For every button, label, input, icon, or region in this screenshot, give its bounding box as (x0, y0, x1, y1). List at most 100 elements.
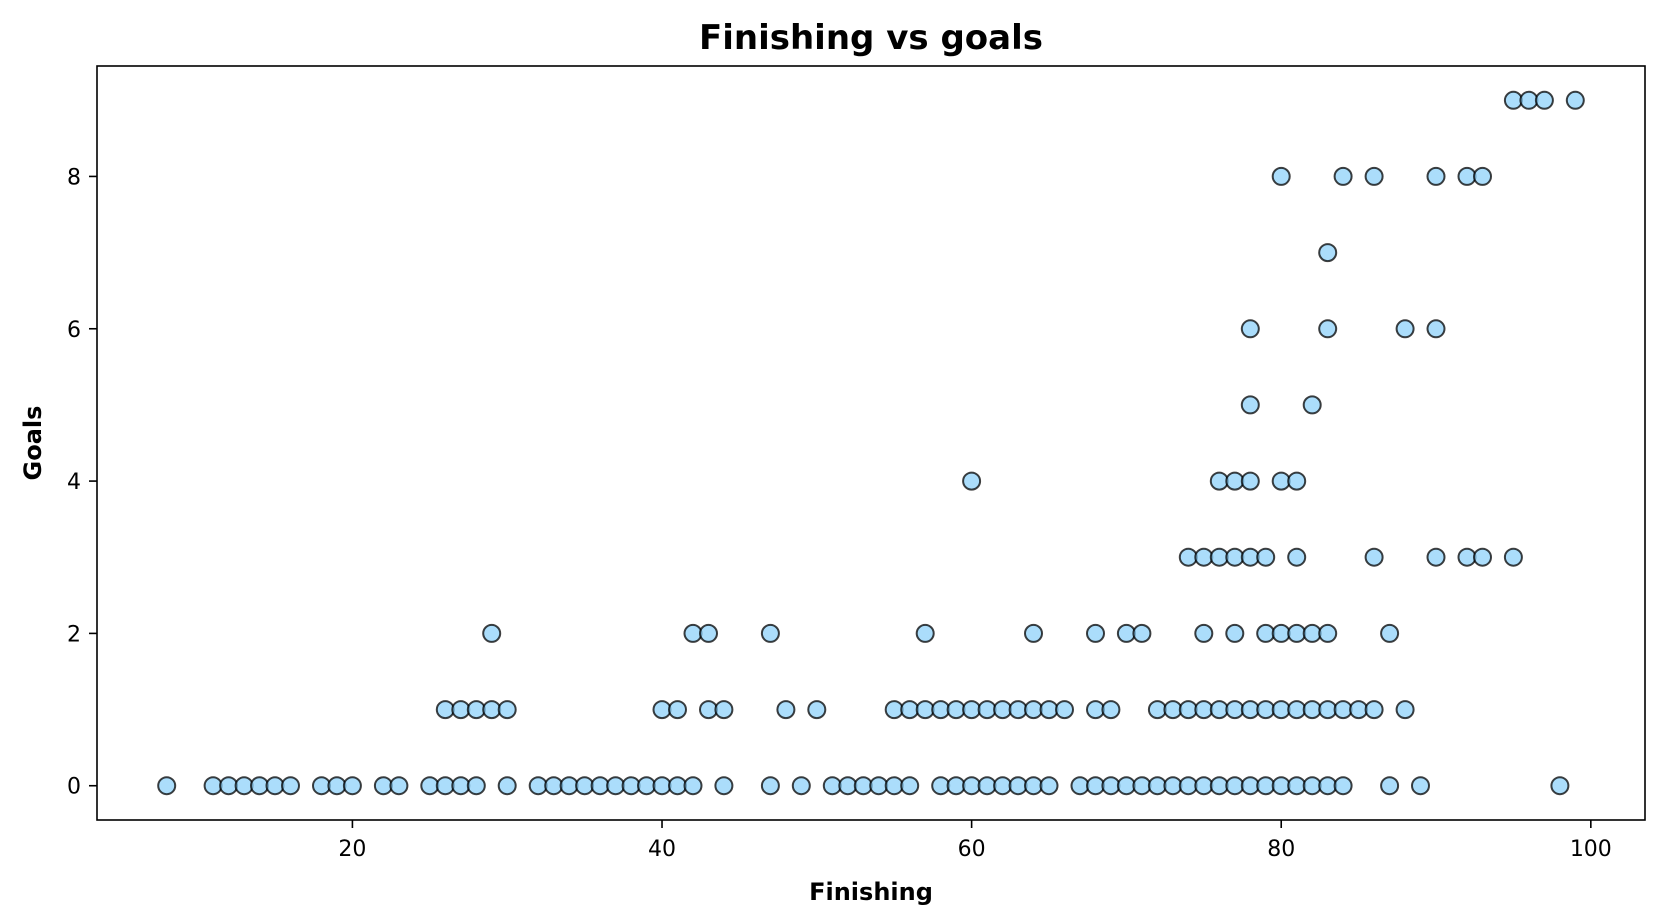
data-point (1070, 776, 1090, 796)
data-point (1287, 623, 1307, 643)
data-point (590, 776, 610, 796)
data-point (1240, 319, 1260, 339)
data-point (668, 776, 687, 796)
data-point (1287, 547, 1307, 567)
data-point (1178, 776, 1198, 796)
data-point (760, 623, 780, 643)
data-point (1318, 623, 1338, 643)
data-point (1256, 623, 1276, 643)
data-point (1457, 547, 1477, 567)
data-point (1256, 700, 1276, 720)
data-point (1503, 547, 1523, 567)
data-point (250, 776, 269, 796)
data-point (1287, 776, 1307, 796)
data-point (714, 776, 734, 796)
data-point (559, 776, 579, 796)
data-point (482, 700, 502, 720)
data-point (1302, 395, 1322, 415)
data-point (1256, 547, 1276, 567)
data-point (1457, 166, 1477, 186)
data-point (962, 700, 982, 720)
x-tick-label: 80 (1267, 837, 1295, 862)
data-point (1256, 776, 1276, 796)
data-point (1287, 471, 1307, 491)
data-point (1333, 776, 1353, 796)
data-point (1178, 547, 1198, 567)
data-point (791, 776, 811, 796)
data-point (1364, 166, 1384, 186)
data-point (1194, 776, 1214, 796)
data-point (466, 776, 486, 796)
data-point (1209, 776, 1229, 796)
data-point (1426, 319, 1446, 339)
data-point (1132, 623, 1152, 643)
data-point (1101, 776, 1121, 796)
data-point (1101, 700, 1121, 720)
data-point (451, 776, 471, 796)
data-point (900, 776, 920, 796)
data-point (962, 776, 982, 796)
data-point (1024, 776, 1043, 796)
data-point (1240, 395, 1260, 415)
plot-frame (96, 65, 1646, 821)
data-point (482, 623, 502, 643)
data-point (1194, 623, 1214, 643)
data-point (528, 776, 548, 796)
data-point (1225, 547, 1245, 567)
data-point (1086, 623, 1105, 643)
data-point (977, 776, 997, 796)
data-point (652, 700, 672, 720)
data-point (342, 776, 362, 796)
data-point (652, 776, 672, 796)
data-point (1209, 471, 1229, 491)
data-point (389, 776, 409, 796)
data-point (435, 776, 455, 796)
data-point (203, 776, 223, 796)
data-point (1473, 166, 1492, 186)
data-point (281, 776, 300, 796)
data-point (1240, 471, 1260, 491)
data-point (1024, 623, 1043, 643)
data-point (1395, 700, 1415, 720)
data-point (420, 776, 440, 796)
data-point (1349, 700, 1369, 720)
data-point (1364, 547, 1384, 567)
data-point (1395, 319, 1415, 339)
chart-title: Finishing vs goals (699, 18, 1043, 58)
data-point (1411, 776, 1430, 796)
data-point (915, 623, 935, 643)
data-point (1116, 776, 1136, 796)
x-tick-label: 20 (338, 837, 366, 862)
data-point (1039, 776, 1059, 796)
data-point (1380, 776, 1400, 796)
data-point (1225, 471, 1245, 491)
x-tick-label: 60 (958, 837, 986, 862)
data-point (1473, 547, 1492, 567)
data-point (683, 623, 703, 643)
data-point (1364, 700, 1384, 720)
data-point (1178, 700, 1198, 720)
data-point (451, 700, 471, 720)
data-point (1209, 700, 1229, 720)
data-point (1225, 776, 1245, 796)
data-point (1132, 776, 1152, 796)
data-point (1147, 700, 1167, 720)
data-point (699, 623, 718, 643)
data-point (1039, 700, 1059, 720)
x-axis-label: Finishing (809, 878, 933, 906)
data-point (1503, 90, 1523, 110)
data-point (993, 776, 1013, 796)
data-point (1333, 700, 1353, 720)
data-point (683, 776, 703, 796)
data-point (1116, 623, 1136, 643)
x-tick-label: 40 (648, 837, 676, 862)
data-points (157, 90, 1585, 796)
data-point (1550, 776, 1570, 796)
data-point (435, 700, 455, 720)
data-point (219, 776, 239, 796)
data-point (1271, 166, 1291, 186)
data-point (760, 776, 780, 796)
data-point (157, 776, 177, 796)
